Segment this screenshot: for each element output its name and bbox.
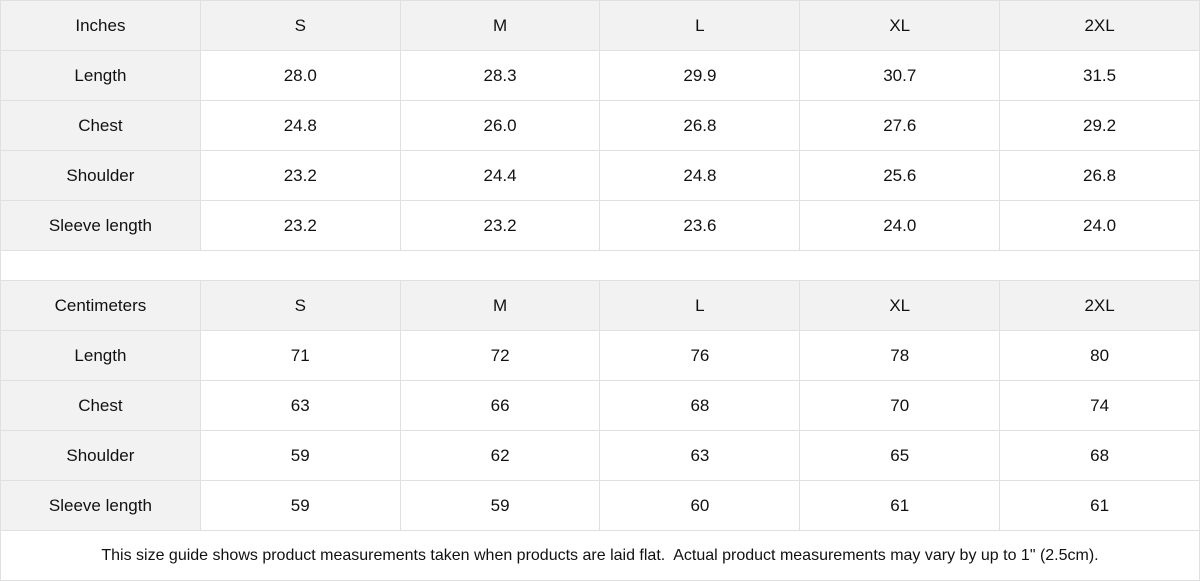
measurement-cell: 65 xyxy=(800,431,1001,481)
row-label: Chest xyxy=(1,381,201,431)
measurement-cell: 74 xyxy=(1000,381,1200,431)
unit-header: Inches xyxy=(1,1,201,51)
measurement-cell: 28.3 xyxy=(400,51,601,101)
measurement-cell: 68 xyxy=(600,381,801,431)
unit-header: Centimeters xyxy=(1,281,201,331)
row-label: Sleeve length xyxy=(1,481,201,531)
measurement-cell: 61 xyxy=(800,481,1001,531)
centimeters-table: Centimeters S M L XL 2XL Length 71 72 76 78 80 Chest… xyxy=(0,281,1200,531)
row-label: Length xyxy=(1,331,201,381)
size-header: M xyxy=(400,281,601,331)
measurement-cell: 28.0 xyxy=(200,51,401,101)
measurement-cell: 61 xyxy=(1000,481,1200,531)
measurement-cell: 23.2 xyxy=(200,201,401,251)
measurement-cell: 29.2 xyxy=(1000,101,1200,151)
measurement-cell: 27.6 xyxy=(800,101,1001,151)
measurement-cell: 24.0 xyxy=(800,201,1001,251)
measurement-cell: 70 xyxy=(800,381,1001,431)
size-guide-note: This size guide shows product measuremen… xyxy=(0,531,1200,581)
row-label: Length xyxy=(1,51,201,101)
measurement-cell: 26.8 xyxy=(1000,151,1200,201)
measurement-cell: 66 xyxy=(400,381,601,431)
measurement-cell: 24.4 xyxy=(400,151,601,201)
measurement-cell: 24.0 xyxy=(1000,201,1200,251)
table-spacer xyxy=(0,251,1200,281)
measurement-cell: 60 xyxy=(600,481,801,531)
measurement-cell: 29.9 xyxy=(600,51,801,101)
measurement-cell: 24.8 xyxy=(600,151,801,201)
measurement-cell: 26.8 xyxy=(600,101,801,151)
size-header: XL xyxy=(800,281,1001,331)
measurement-cell: 31.5 xyxy=(1000,51,1200,101)
measurement-cell: 30.7 xyxy=(800,51,1001,101)
measurement-cell: 68 xyxy=(1000,431,1200,481)
measurement-cell: 63 xyxy=(600,431,801,481)
size-header: M xyxy=(400,1,601,51)
measurement-cell: 63 xyxy=(200,381,401,431)
measurement-cell: 71 xyxy=(200,331,401,381)
size-header: 2XL xyxy=(1000,281,1200,331)
row-label: Shoulder xyxy=(1,431,201,481)
measurement-cell: 26.0 xyxy=(400,101,601,151)
row-label: Sleeve length xyxy=(1,201,201,251)
measurement-cell: 78 xyxy=(800,331,1001,381)
measurement-cell: 72 xyxy=(400,331,601,381)
measurement-cell: 23.2 xyxy=(400,201,601,251)
size-header: 2XL xyxy=(1000,1,1200,51)
measurement-cell: 76 xyxy=(600,331,801,381)
size-header: L xyxy=(600,281,801,331)
measurement-cell: 62 xyxy=(400,431,601,481)
measurement-cell: 59 xyxy=(400,481,601,531)
measurement-cell: 23.2 xyxy=(200,151,401,201)
size-header: L xyxy=(600,1,801,51)
size-header: S xyxy=(200,281,401,331)
measurement-cell: 80 xyxy=(1000,331,1200,381)
measurement-cell: 23.6 xyxy=(600,201,801,251)
measurement-cell: 24.8 xyxy=(200,101,401,151)
row-label: Chest xyxy=(1,101,201,151)
row-label: Shoulder xyxy=(1,151,201,201)
measurement-cell: 59 xyxy=(200,431,401,481)
measurement-cell: 59 xyxy=(200,481,401,531)
size-header: S xyxy=(200,1,401,51)
size-header: XL xyxy=(800,1,1001,51)
measurement-cell: 25.6 xyxy=(800,151,1001,201)
inches-table: Inches S M L XL 2XL Length 28.0 28.3 29.9 30.7 31.5… xyxy=(0,0,1200,251)
